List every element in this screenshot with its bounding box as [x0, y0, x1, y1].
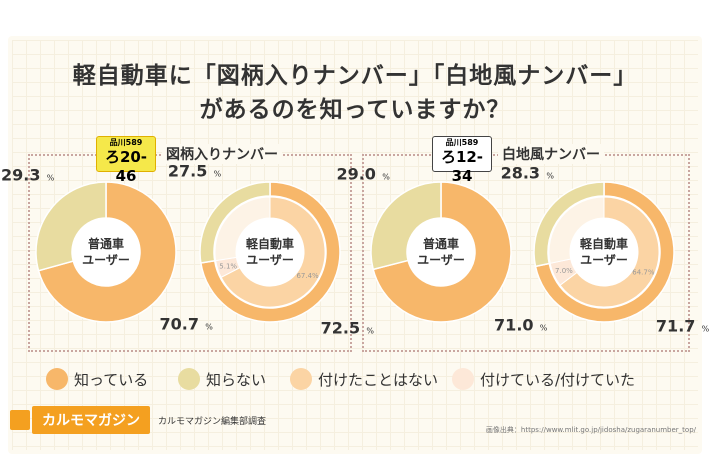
legend-label: 付けている/付けていた	[480, 370, 636, 389]
percent-sign: %	[382, 173, 390, 182]
plate-number: ろ20-46	[104, 148, 148, 185]
chart-title-line1: 軽自動車に「図柄入りナンバー」「白地風ナンバー」	[72, 63, 638, 89]
data-label: 29.0	[336, 165, 375, 184]
percent-sign: %	[546, 171, 554, 180]
center-label: 普通車	[88, 236, 124, 251]
credit-bar: カルモマガジン カルモマガジン編集部調査	[10, 406, 266, 434]
donut-slice	[200, 181, 341, 323]
legend-item-never-attached: 付けたことはない	[290, 366, 438, 392]
center-label: ユーザー	[246, 253, 294, 267]
image-source: 画像出典：https://www.mlit.go.jp/jidosha/zuga…	[485, 426, 696, 434]
plate-number: ろ12-34	[440, 148, 484, 185]
plate-small-text: 品川589	[445, 138, 479, 147]
car-icon	[10, 410, 30, 430]
center-label: 軽自動車	[580, 236, 628, 251]
percent-sign: %	[702, 325, 710, 334]
donut-slice	[199, 181, 271, 264]
inner-data-label: 67.4%	[296, 272, 319, 280]
center-label: ユーザー	[417, 253, 465, 267]
legend-swatch	[452, 368, 474, 390]
data-label: 71.0	[494, 315, 533, 334]
data-label: 28.3	[501, 163, 540, 182]
donut-hole	[407, 218, 475, 286]
plate-small-text: 品川589	[109, 138, 143, 147]
legend-item-attached: 付けている/付けていた	[452, 366, 635, 392]
legend-item-dont-know: 知らない	[178, 366, 266, 392]
license-plate-image-right: 品川589 ろ12-34	[432, 136, 492, 185]
donut-hole	[72, 218, 140, 286]
center-label: 軽自動車	[246, 236, 294, 251]
data-label: 29.3	[1, 165, 40, 184]
legend-swatch	[290, 368, 312, 390]
center-label: 普通車	[423, 236, 459, 251]
section-label-right: 白地風ナンバー	[498, 144, 604, 164]
percent-sign: %	[205, 323, 213, 332]
center-label: ユーザー	[82, 253, 130, 267]
percent-sign: %	[47, 173, 55, 182]
data-label: 72.5	[321, 318, 360, 337]
data-label: 27.5	[168, 162, 207, 181]
brand-logo: カルモマガジン	[32, 406, 150, 434]
center-label: ユーザー	[580, 253, 628, 267]
donut-slice	[533, 181, 605, 268]
survey-credit: カルモマガジン編集部調査	[158, 416, 267, 427]
donut-hole	[570, 218, 638, 286]
data-label: 71.7	[656, 317, 695, 336]
license-plate-image-left: 品川589 ろ20-46	[96, 136, 156, 185]
legend-label: 知らない	[206, 370, 267, 389]
inner-data-label: 5.1%	[219, 263, 237, 271]
inner-data-label: 64.7%	[632, 269, 655, 277]
legend-label: 付けたことはない	[318, 370, 439, 389]
legend-label: 知っている	[74, 370, 149, 389]
chart-title-line2: があるのを知っていますか？	[199, 97, 511, 123]
data-label: 70.7	[160, 315, 199, 334]
inner-data-label: 7.0%	[555, 267, 573, 275]
percent-sign: %	[540, 323, 548, 332]
section-label-left: 図柄入りナンバー	[162, 144, 282, 164]
legend-item-know: 知っている	[46, 366, 148, 392]
percent-sign: %	[366, 326, 374, 335]
donut-hole	[236, 218, 304, 286]
legend-swatch	[178, 368, 200, 390]
donut-slice	[534, 181, 675, 323]
percent-sign: %	[214, 170, 222, 179]
legend-swatch	[46, 368, 68, 390]
